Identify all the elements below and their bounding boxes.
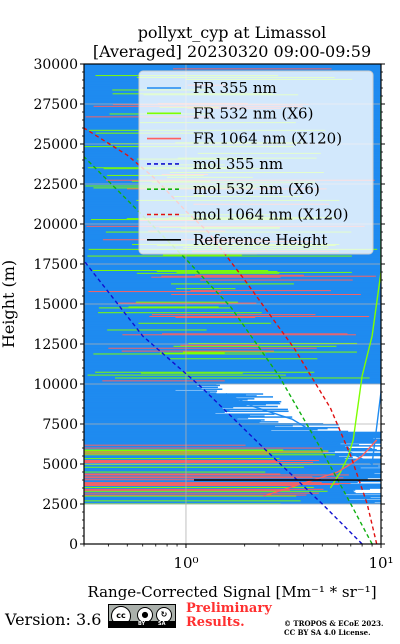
- cc-license-badge: cc ● ↻ BY SA: [108, 604, 176, 628]
- y-tick-label: 17500: [33, 257, 78, 273]
- series-layer: [84, 64, 381, 544]
- series-line-0: [225, 64, 381, 466]
- preliminary-results-notice: Preliminary Results.: [186, 602, 272, 630]
- legend-label-3: mol 355 nm: [193, 155, 283, 173]
- series-line-4: [84, 156, 373, 544]
- y-tick-label: 25000: [33, 137, 78, 153]
- badge-sa-text: SA: [158, 621, 166, 627]
- y-tick-label: 10000: [33, 377, 78, 393]
- version-text: Version: 3.6: [5, 610, 102, 629]
- chart-title: pollyxt_cyp at Limassol: [138, 23, 327, 42]
- y-tick-label: 30000: [33, 57, 78, 73]
- legend-label-2: FR 1064 nm (X120): [193, 130, 342, 148]
- y-tick-label: 20000: [33, 217, 78, 233]
- y-tick-label: 5000: [42, 457, 78, 473]
- y-tick-label: 27500: [33, 97, 78, 113]
- badge-by-text: BY: [138, 621, 146, 627]
- legend-label-4: mol 532 nm (X6): [193, 180, 320, 198]
- copyright-line1: © TROPOS & ECoE 2023.: [284, 619, 384, 628]
- y-tick-label: 2500: [42, 497, 78, 513]
- y-tick-label: 12500: [33, 337, 78, 353]
- x-tick-label: 10¹: [368, 554, 393, 572]
- sa-icon: ↻: [156, 607, 172, 623]
- legend-label-0: FR 355 nm: [193, 79, 277, 97]
- y-tick-label: 22500: [33, 177, 78, 193]
- by-icon: ●: [137, 607, 153, 623]
- x-tick-label: 10⁰: [173, 554, 198, 572]
- legend-label-6: Reference Height: [193, 231, 327, 249]
- legend-label-5: mol 1064 nm (X120): [193, 206, 348, 224]
- legend: FR 355 nm FR 532 nm (X6) FR 1064 nm (X120)…: [138, 70, 374, 255]
- copyright-line2: CC BY SA 4.0 License.: [284, 628, 371, 637]
- legend-box: [138, 70, 374, 255]
- x-axis-label: Range-Corrected Signal [Mm⁻¹ * sr⁻¹]: [87, 583, 376, 601]
- preliminary-line1: Preliminary: [186, 601, 272, 616]
- chart-subtitle: [Averaged] 20230320 09:00-09:59: [93, 42, 371, 61]
- copyright-notice: © TROPOS & ECoE 2023. CC BY SA 4.0 Licen…: [284, 619, 383, 637]
- series-line-2: [263, 439, 378, 497]
- axes-ticks: 0 2500 5000 7500 10000 12500 15000 17500 20000 22…: [33, 57, 393, 572]
- y-tick-label: 0: [69, 537, 78, 553]
- series-line-3: [84, 260, 363, 544]
- y-tick-label: 7500: [42, 417, 78, 433]
- preliminary-line2: Results.: [186, 615, 245, 630]
- legend-label-1: FR 532 nm (X6): [193, 104, 313, 122]
- y-tick-label: 15000: [33, 297, 78, 313]
- y-axis-label: Height (m): [0, 260, 18, 348]
- series-line-1: [329, 96, 381, 489]
